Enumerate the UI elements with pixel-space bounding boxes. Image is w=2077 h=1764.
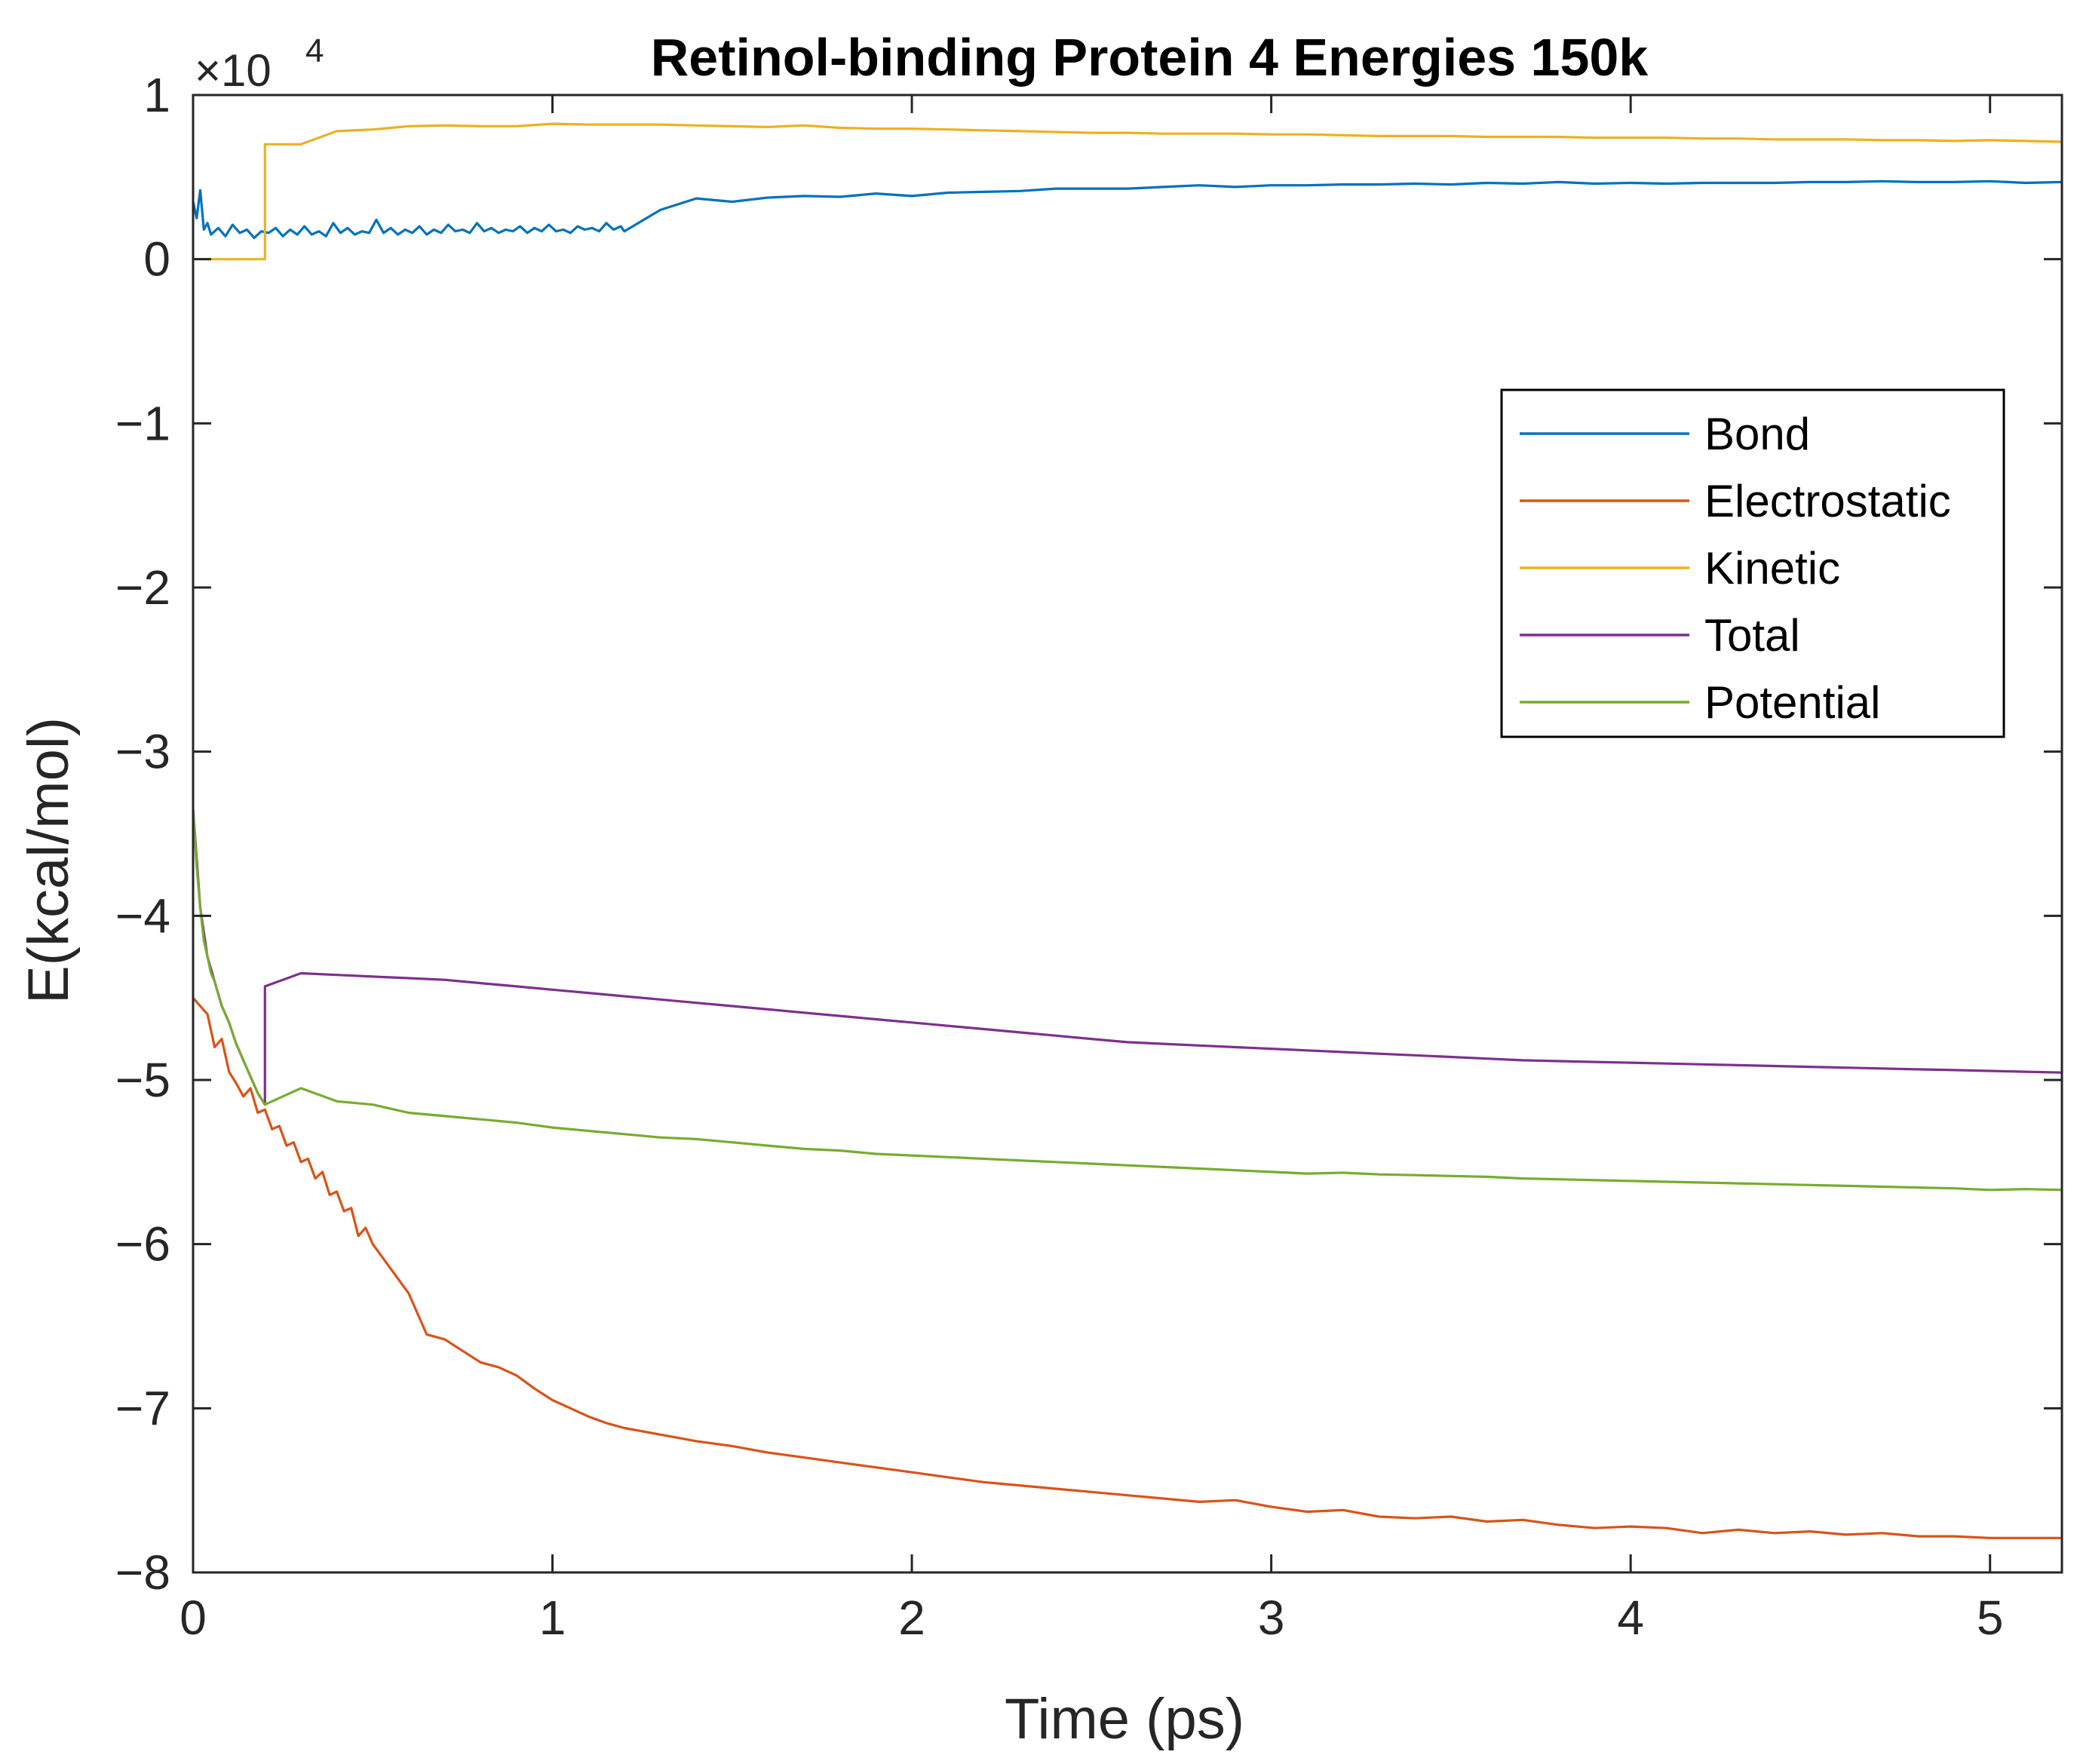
- x-tick-label: 2: [898, 1591, 925, 1645]
- y-tick-label: −8: [115, 1545, 170, 1600]
- legend-label-total: Total: [1704, 610, 1800, 661]
- y-tick-label: −2: [115, 560, 170, 615]
- y-tick-label: −4: [115, 888, 170, 943]
- legend-label-bond: Bond: [1704, 409, 1810, 459]
- y-tick-label: −1: [115, 396, 170, 450]
- y-tick-label: 1: [143, 68, 170, 122]
- y-tick-labels: 1 0 −1 −2 −3 −4 −5 −6 −7 −8: [115, 68, 170, 1600]
- series-line-bond: [192, 179, 2063, 239]
- series-line-electrostatic: [192, 997, 2062, 1539]
- legend-label-kinetic: Kinetic: [1704, 543, 1840, 594]
- x-tick-label: 1: [539, 1591, 566, 1645]
- x-tick-label: 3: [1258, 1591, 1285, 1645]
- y-tick-label: −7: [115, 1381, 170, 1435]
- x-tick-label: 4: [1617, 1591, 1644, 1645]
- series-layer: [192, 122, 2063, 1539]
- plot-area: [192, 94, 2063, 1574]
- series-line-potential: [192, 808, 2063, 1192]
- y-tick-label: −5: [115, 1053, 170, 1107]
- x-tick-label: 5: [1977, 1591, 2004, 1645]
- series-line-kinetic: [193, 122, 2063, 261]
- x-tick-labels: 0 1 2 3 4 5: [179, 1591, 2003, 1645]
- plot-background: [193, 95, 2062, 1572]
- y-axis-label: E(kcal/mol): [17, 717, 81, 1004]
- legend-box: [1500, 388, 2005, 738]
- y-scale-factor-text: ×10: [195, 45, 272, 96]
- x-axis-label: Time (ps): [1005, 1687, 1244, 1751]
- chart-title: Retinol-binding Protein 4 Energies 150k: [651, 28, 1649, 87]
- legend: Bond Electrostatic Kinetic Total Potential: [1500, 388, 2005, 738]
- series-line-total: [192, 808, 2063, 1106]
- legend-label-electrostatic: Electrostatic: [1704, 476, 1951, 526]
- legend-label-potential: Potential: [1704, 677, 1881, 728]
- axes-box: [192, 94, 2063, 1574]
- y-tick-label: −6: [115, 1217, 170, 1272]
- y-scale-exponent: 4: [305, 32, 324, 69]
- x-tick-label: 0: [179, 1591, 207, 1645]
- y-scale-factor: ×10 4: [195, 32, 324, 96]
- y-tick-label: 0: [143, 232, 170, 287]
- y-tick-label: −3: [115, 725, 170, 779]
